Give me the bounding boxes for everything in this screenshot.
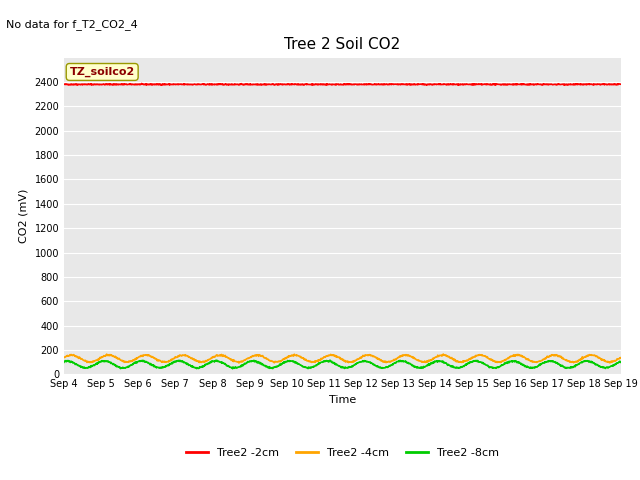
Text: No data for f_T2_CO2_4: No data for f_T2_CO2_4	[6, 19, 138, 30]
Legend: Tree2 -2cm, Tree2 -4cm, Tree2 -8cm: Tree2 -2cm, Tree2 -4cm, Tree2 -8cm	[182, 444, 503, 462]
Title: Tree 2 Soil CO2: Tree 2 Soil CO2	[284, 37, 401, 52]
Text: TZ_soilco2: TZ_soilco2	[70, 67, 135, 77]
Y-axis label: CO2 (mV): CO2 (mV)	[19, 189, 29, 243]
X-axis label: Time: Time	[329, 395, 356, 405]
